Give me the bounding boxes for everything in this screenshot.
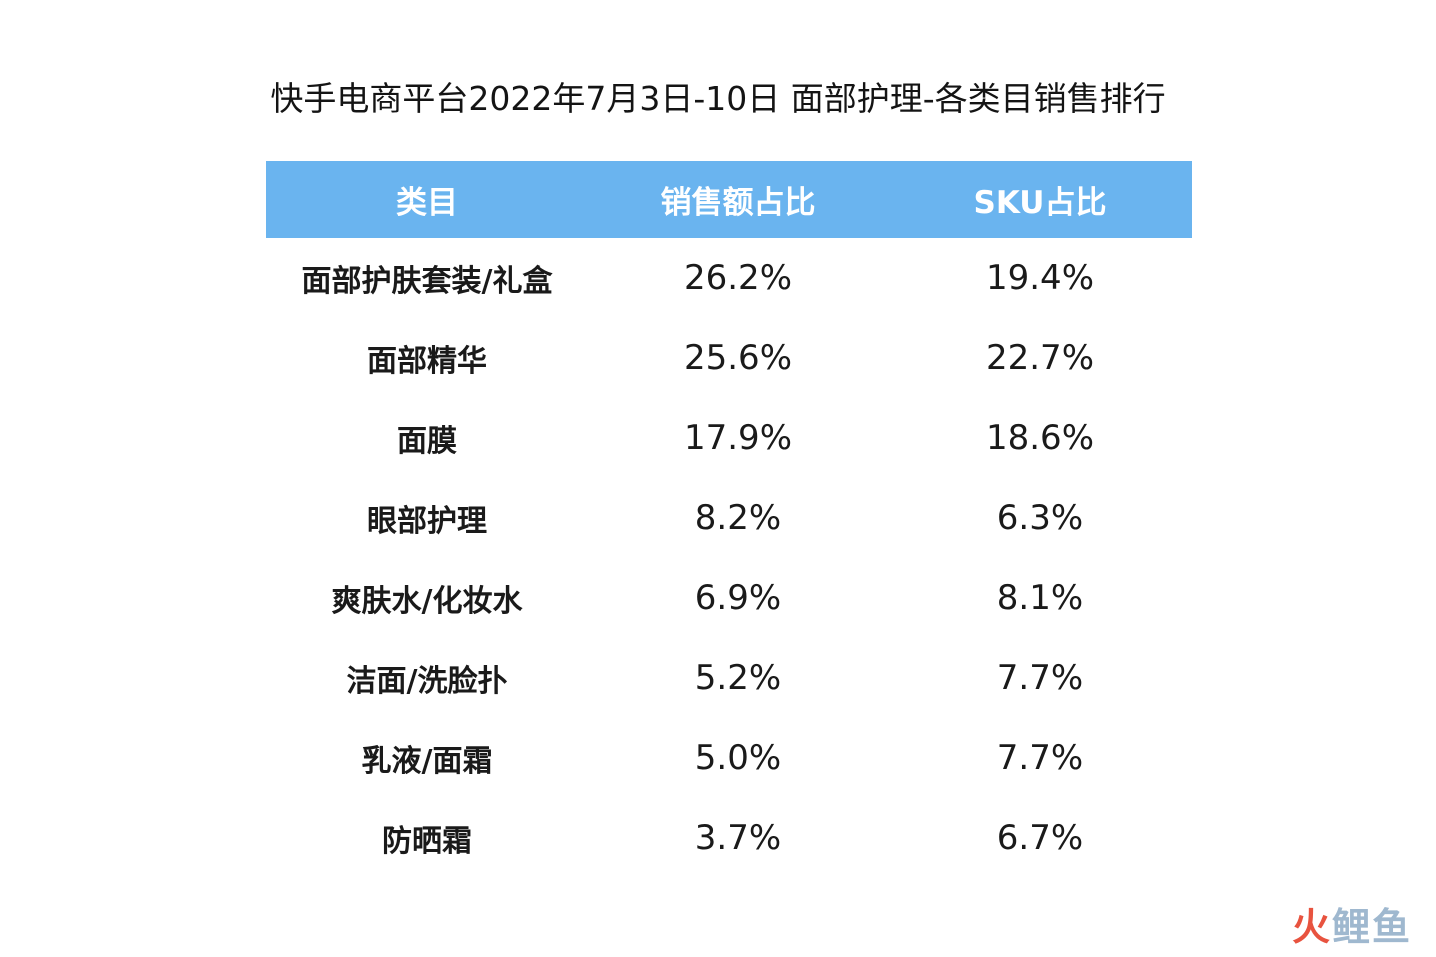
header-sku-share: SKU占比 <box>973 185 1107 221</box>
table-body: 面部护肤套装/礼盒 26.2% 19.4% 面部精华 25.6% 22.7% 面… <box>266 238 1192 878</box>
sales-ranking-table: 类目 销售额占比 SKU占比 面部护肤套装/礼盒 26.2% 19.4% 面部精… <box>266 161 1192 878</box>
table-row: 爽肤水/化妆水 6.9% 8.1% <box>266 558 1192 638</box>
table-row: 面部精华 25.6% 22.7% <box>266 318 1192 398</box>
page-title: 快手电商平台2022年7月3日-10日 面部护理-各类目销售排行 <box>270 79 1166 118</box>
table-row: 洁面/洗脸扑 5.2% 7.7% <box>266 638 1192 718</box>
header-sales-share: 销售额占比 <box>660 185 816 221</box>
category-cell: 眼部护理 <box>367 504 487 539</box>
sales-share-cell: 8.2% <box>694 498 782 538</box>
sku-share-cell: 7.7% <box>996 738 1084 778</box>
table-row: 乳液/面霜 5.0% 7.7% <box>266 718 1192 798</box>
sales-share-cell: 5.2% <box>694 658 782 698</box>
table-row: 面膜 17.9% 18.6% <box>266 398 1192 478</box>
sku-share-cell: 7.7% <box>996 658 1084 698</box>
sales-share-cell: 3.7% <box>694 818 782 858</box>
watermark-rest-chars: 鲤鱼 <box>1331 905 1412 949</box>
table-header-row: 类目 销售额占比 SKU占比 <box>266 161 1192 238</box>
table-row: 防晒霜 3.7% 6.7% <box>266 798 1192 878</box>
sales-share-cell: 6.9% <box>694 578 782 618</box>
category-cell: 面膜 <box>397 424 457 459</box>
sales-share-cell: 25.6% <box>683 338 792 378</box>
sales-share-cell: 17.9% <box>683 418 792 458</box>
sku-share-cell: 18.6% <box>985 418 1094 458</box>
watermark-logo: 火 鲤鱼 <box>1292 896 1412 951</box>
sku-share-cell: 22.7% <box>985 338 1094 378</box>
table-row: 面部护肤套装/礼盒 26.2% 19.4% <box>266 238 1192 318</box>
category-cell: 面部精华 <box>367 344 487 379</box>
header-category: 类目 <box>396 185 458 221</box>
category-cell: 爽肤水/化妆水 <box>331 584 523 619</box>
watermark-fire-char: 火 <box>1291 905 1332 949</box>
category-cell: 乳液/面霜 <box>361 744 493 779</box>
sales-share-cell: 26.2% <box>683 258 792 298</box>
sales-share-cell: 5.0% <box>694 738 782 778</box>
sku-share-cell: 19.4% <box>985 258 1094 298</box>
sku-share-cell: 8.1% <box>996 578 1084 618</box>
category-cell: 防晒霜 <box>382 824 472 859</box>
category-cell: 面部护肤套装/礼盒 <box>301 264 553 299</box>
sku-share-cell: 6.3% <box>996 498 1084 538</box>
table-row: 眼部护理 8.2% 6.3% <box>266 478 1192 558</box>
category-cell: 洁面/洗脸扑 <box>346 664 508 699</box>
sku-share-cell: 6.7% <box>996 818 1084 858</box>
